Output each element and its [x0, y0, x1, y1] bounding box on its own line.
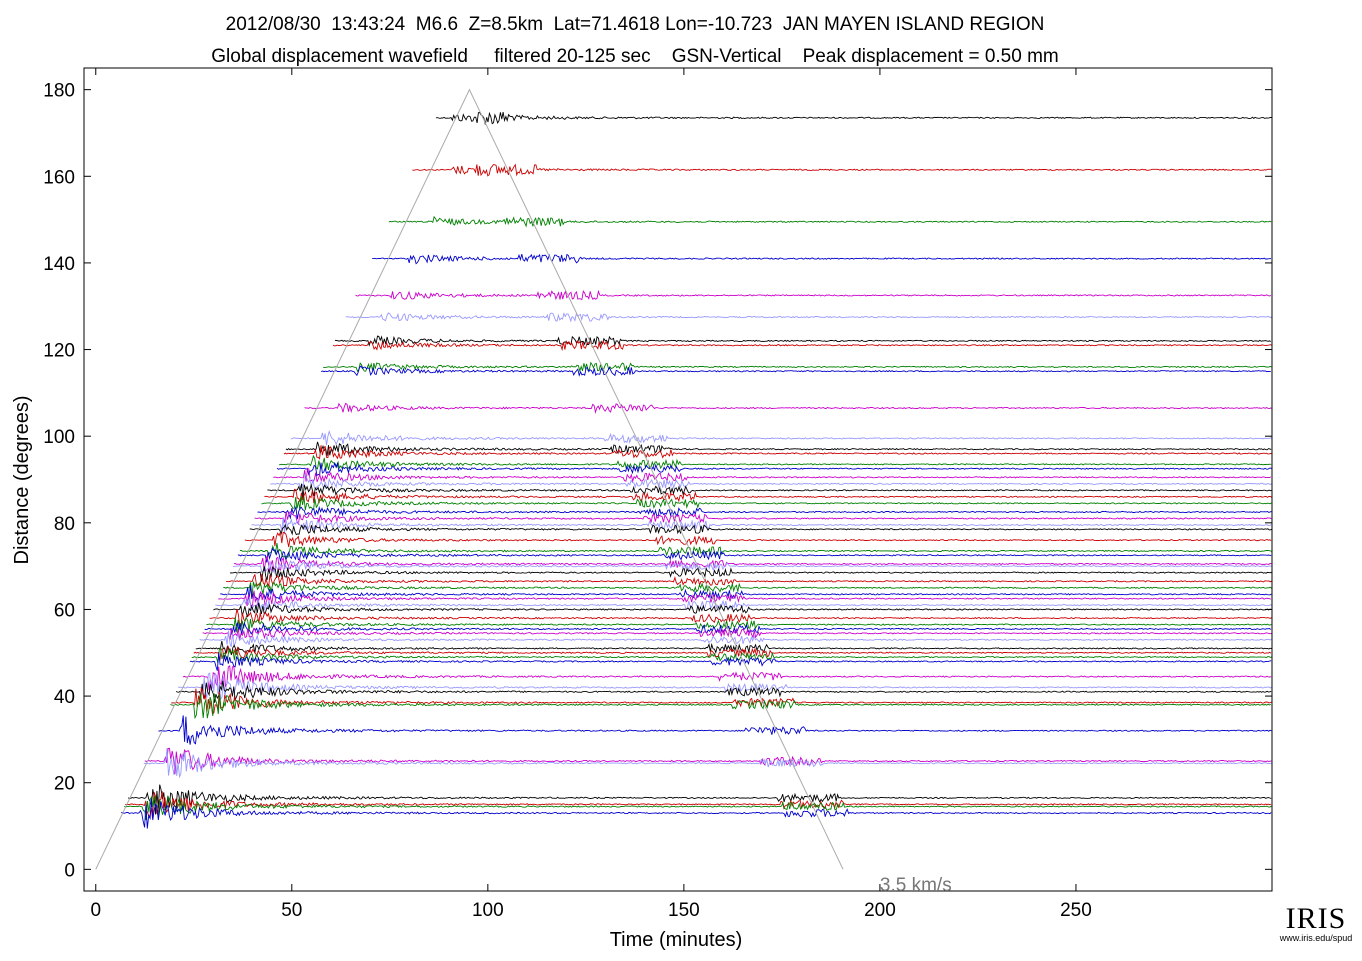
y-tick-label: 20: [54, 774, 75, 795]
seismogram-trace: [283, 445, 1273, 460]
seismogram-trace: [125, 791, 1272, 819]
plot-frame: [83, 67, 1273, 892]
y-tick-label: 0: [64, 860, 75, 881]
seismogram-trace: [218, 590, 1271, 607]
y-tick-label: 100: [43, 427, 75, 448]
seismogram-trace: [215, 597, 1273, 612]
seismogram-trace: [273, 467, 1272, 484]
seismogram-trace: [143, 747, 1272, 779]
seismogram-trace: [226, 573, 1273, 588]
seismogram-trace: [182, 665, 1272, 691]
seismogram-trace: [264, 488, 1272, 504]
chart-subtitle: Global displacement wavefield filtered 2…: [211, 46, 1059, 67]
seismogram-trace: [189, 652, 1272, 671]
seismogram-trace: [332, 339, 1272, 352]
seismogram-trace: [323, 361, 1272, 373]
seismogram-trace: [435, 111, 1272, 125]
seismogram-trace: [220, 585, 1272, 601]
seismogram-trace: [175, 680, 1272, 703]
x-tick-label: 100: [472, 900, 504, 921]
seismogram-trace: [209, 608, 1272, 627]
x-tick-label: 250: [1060, 900, 1092, 921]
seismogram-trace: [123, 794, 1272, 821]
seismogram-trace: [237, 547, 1272, 563]
seismogram-trace: [195, 640, 1272, 656]
seismogram-trace: [278, 454, 1272, 471]
x-tick-label: 150: [668, 900, 700, 921]
seismogram-trace: [257, 505, 1272, 520]
iris-logo-text: IRIS: [1285, 902, 1347, 935]
seismogram-trace: [304, 402, 1273, 414]
velocity-annotation: 3.5 km/s: [880, 875, 952, 896]
seismogram-trace: [206, 616, 1272, 633]
seismogram-trace: [158, 715, 1272, 745]
y-tick-label: 40: [54, 687, 75, 708]
seismogram-trace: [191, 647, 1272, 664]
seismogram-trace: [127, 784, 1272, 815]
seismogram-trace: [249, 523, 1273, 536]
seismogram-trace: [270, 474, 1273, 490]
seismogram-trace: [121, 798, 1272, 829]
seismogram-trace: [199, 630, 1272, 648]
seismogram-trace: [345, 312, 1273, 323]
y-tick-label: 160: [43, 167, 75, 188]
seismogram-trace: [223, 581, 1272, 598]
seismogram-trace: [372, 253, 1272, 265]
x-tick-label: 0: [90, 900, 101, 921]
seismogram-trace: [267, 483, 1272, 499]
seismogram-trace: [213, 602, 1272, 618]
seismogram-trace: [412, 163, 1272, 177]
seismogram-trace: [290, 430, 1273, 446]
y-tick-label: 60: [54, 600, 75, 621]
x-tick-label: 50: [281, 900, 302, 921]
seismogram-trace: [261, 495, 1272, 511]
seismogram-trace: [239, 543, 1272, 559]
y-axis: 0 20 40 60 80 100 120 140 160 180: [43, 81, 1272, 881]
iris-logo: IRIS www.iris.edu/spud: [1270, 902, 1362, 944]
velocity-guide-line: [95, 88, 844, 870]
y-tick-label: 140: [43, 254, 75, 275]
y-tick-label: 80: [54, 514, 75, 535]
seismogram-traces: [121, 111, 1273, 829]
seismogram-trace: [244, 531, 1272, 548]
seismogram-trace: [144, 747, 1272, 775]
seismogram-trace: [204, 621, 1272, 636]
seismogram-trace: [355, 289, 1272, 301]
seismogram-trace: [170, 693, 1272, 720]
seismogram-trace: [193, 644, 1272, 661]
seismogram-trace: [233, 555, 1272, 573]
seismogram-trace: [178, 672, 1273, 701]
seismogram-trace: [285, 441, 1272, 456]
y-tick-label: 120: [43, 341, 75, 362]
y-tick-label: 180: [43, 81, 75, 102]
seismogram-trace: [334, 335, 1271, 347]
seismogram-trace: [388, 215, 1272, 228]
x-axis: 0 50 100 150 200 250: [90, 68, 1092, 921]
seismogram-trace: [229, 566, 1272, 582]
iris-url: www.iris.edu/spud: [1279, 933, 1353, 943]
seismogram-trace: [276, 461, 1273, 477]
seismogram-trace: [320, 365, 1271, 377]
x-tick-label: 200: [864, 900, 896, 921]
seismogram-trace: [171, 687, 1272, 715]
seismogram-trace: [254, 510, 1272, 526]
x-axis-label: Time (minutes): [610, 929, 743, 951]
y-axis-label: Distance (degrees): [11, 396, 33, 565]
seismogram-trace: [251, 517, 1272, 535]
chart-title: 2012/08/30 13:43:24 M6.6 Z=8.5km Lat=71.…: [225, 14, 1045, 35]
seismogram-trace: [232, 559, 1272, 575]
seismogram-trace: [202, 627, 1272, 640]
